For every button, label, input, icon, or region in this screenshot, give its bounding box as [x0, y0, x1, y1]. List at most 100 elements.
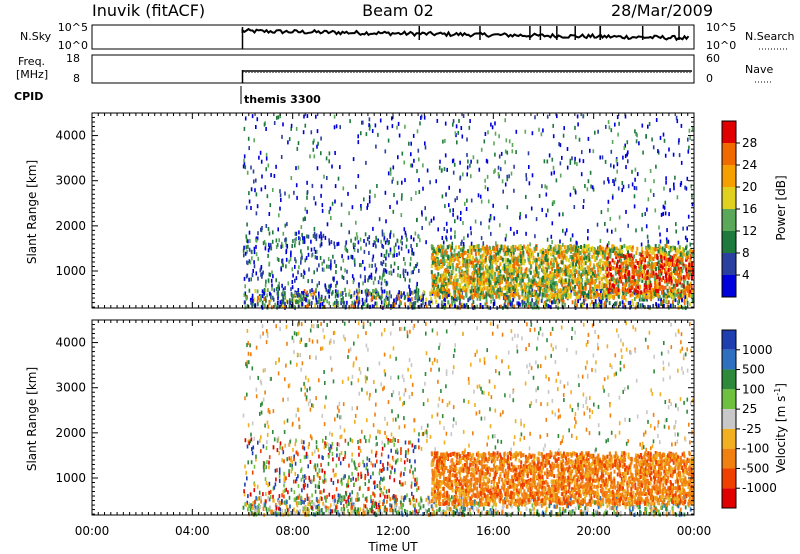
range-gate-cell [297, 270, 299, 275]
range-gate-cell [578, 276, 581, 281]
range-gate-cell [474, 292, 477, 297]
range-gate-cell [536, 266, 539, 271]
range-gate-cell [658, 270, 661, 275]
range-gate-cell [522, 259, 525, 264]
range-gate-cell [556, 285, 558, 290]
range-gate-cell [459, 253, 462, 258]
range-gate-cell [496, 289, 499, 294]
range-gate-cell [260, 272, 262, 277]
range-gate-cell [346, 300, 348, 305]
range-gate-cell [329, 286, 331, 291]
range-gate-cell [349, 119, 351, 124]
range-gate-cell [465, 287, 468, 292]
range-gate-cell [589, 262, 592, 267]
range-gate-cell [534, 280, 537, 285]
range-gate-cell [575, 240, 578, 245]
range-gate-cell [659, 285, 662, 290]
range-gate-cell [458, 252, 461, 257]
range-gate-cell [567, 264, 570, 269]
range-gate-cell [293, 305, 296, 309]
range-gate-cell [632, 285, 634, 290]
range-gate-cell [396, 297, 399, 302]
range-gate-cell [503, 286, 506, 291]
range-gate-cell [247, 136, 250, 141]
range-gate-cell [319, 496, 321, 501]
range-gate-cell [375, 304, 378, 309]
range-gate-cell [469, 275, 472, 280]
range-gate-cell [313, 246, 316, 251]
range-gate-cell [642, 269, 645, 274]
range-gate-cell [270, 173, 272, 178]
range-gate-cell [532, 275, 535, 280]
range-gate-cell [339, 125, 341, 130]
range-gate-cell [316, 283, 319, 288]
range-gate-cell [480, 199, 483, 204]
range-gate-cell [620, 267, 623, 272]
range-gate-cell [654, 285, 656, 290]
range-gate-cell [261, 300, 264, 305]
range-gate-cell [664, 200, 667, 205]
range-gate-cell [666, 288, 669, 293]
range-gate-cell [425, 240, 427, 245]
range-gate-cell [459, 247, 462, 252]
range-gate-cell [689, 136, 691, 141]
range-gate-cell [365, 298, 368, 303]
range-gate-cell [260, 294, 262, 299]
range-gate-cell [528, 302, 531, 307]
range-gate-cell [444, 268, 447, 273]
range-gate-cell [485, 300, 488, 305]
range-gate-cell [639, 303, 642, 308]
range-gate-cell [550, 284, 553, 289]
range-gate-cell [560, 260, 563, 265]
noise-left-tick-top: 10^5 [58, 21, 88, 34]
range-gate-cell [484, 178, 486, 183]
range-gate-cell [627, 250, 629, 255]
range-gate-cell [297, 300, 299, 304]
range-gate-cell [295, 259, 297, 264]
range-gate-cell [647, 292, 650, 297]
range-gate-cell [562, 305, 565, 310]
range-gate-cell [598, 285, 601, 289]
range-gate-cell [404, 277, 406, 282]
range-gate-cell [613, 164, 615, 169]
range-gate-cell [519, 212, 522, 216]
range-gate-cell [566, 147, 569, 151]
range-gate-cell [506, 263, 509, 267]
range-gate-cell [335, 507, 338, 512]
range-gate-cell [661, 251, 664, 256]
range-gate-cell [486, 273, 489, 278]
range-gate-cell [563, 264, 566, 269]
range-gate-cell [539, 278, 542, 283]
range-gate-cell [556, 283, 558, 288]
range-gate-cell [577, 505, 580, 510]
range-gate-cell [604, 247, 607, 252]
range-gate-cell [259, 150, 262, 155]
range-gate-cell [580, 255, 583, 260]
range-gate-cell [678, 255, 681, 260]
range-gate-cell [305, 298, 307, 303]
range-gate-cell [582, 293, 585, 298]
range-gate-cell [660, 254, 663, 259]
range-gate-cell [277, 258, 280, 262]
range-gate-cell [357, 248, 359, 253]
range-gate-cell [481, 257, 484, 262]
range-gate-cell [387, 138, 390, 143]
range-gate-cell [345, 292, 347, 297]
range-gate-cell [375, 144, 377, 149]
range-gate-cell [334, 184, 337, 189]
range-gate-cell [599, 496, 602, 500]
y-tick-label: 4000 [55, 129, 86, 143]
range-gate-cell [335, 124, 338, 129]
range-gate-cell [445, 259, 448, 263]
range-gate-cell [674, 175, 676, 180]
range-gate-cell [330, 263, 332, 268]
range-gate-cell [571, 156, 573, 161]
range-gate-cell [389, 503, 391, 508]
range-gate-cell [686, 273, 689, 277]
range-gate-cell [340, 266, 342, 271]
range-gate-cell [310, 239, 312, 244]
range-gate-cell [446, 265, 449, 270]
range-gate-cell [286, 300, 289, 305]
range-gate-cell [410, 197, 413, 201]
range-gate-cell [333, 259, 336, 264]
